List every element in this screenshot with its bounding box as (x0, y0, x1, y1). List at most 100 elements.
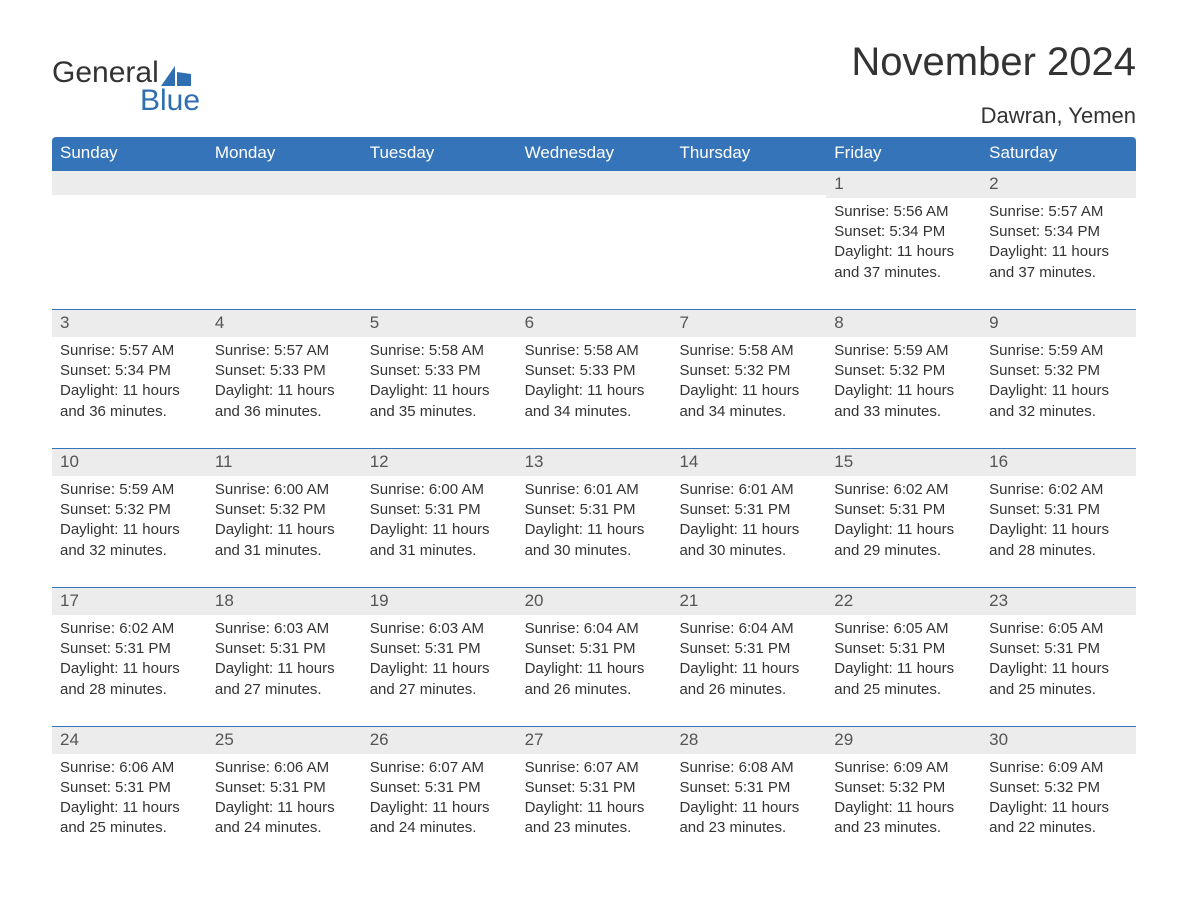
day-number (671, 171, 826, 195)
sunrise-line: Sunrise: 6:07 AM (525, 758, 664, 778)
day-body: Sunrise: 6:08 AMSunset: 5:31 PMDaylight:… (671, 754, 826, 839)
sunrise-line: Sunrise: 5:56 AM (834, 202, 973, 222)
day-number: 25 (207, 727, 362, 754)
day-cell: 3Sunrise: 5:57 AMSunset: 5:34 PMDaylight… (52, 310, 207, 448)
sunset-line: Sunset: 5:31 PM (60, 639, 199, 659)
weekday-header: Monday (207, 137, 362, 171)
day-body: Sunrise: 5:58 AMSunset: 5:33 PMDaylight:… (362, 337, 517, 422)
sunset-line: Sunset: 5:33 PM (215, 361, 354, 381)
day-cell: 15Sunrise: 6:02 AMSunset: 5:31 PMDayligh… (826, 449, 981, 587)
sunset-line: Sunset: 5:32 PM (215, 500, 354, 520)
day-number: 21 (671, 588, 826, 615)
day-cell: 23Sunrise: 6:05 AMSunset: 5:31 PMDayligh… (981, 588, 1136, 726)
daylight-line: Daylight: 11 hours and 31 minutes. (215, 520, 354, 561)
day-body: Sunrise: 5:56 AMSunset: 5:34 PMDaylight:… (826, 198, 981, 283)
daylight-line: Daylight: 11 hours and 32 minutes. (989, 381, 1128, 422)
sunrise-line: Sunrise: 5:58 AM (525, 341, 664, 361)
weekday-header: Wednesday (517, 137, 672, 171)
sunset-line: Sunset: 5:33 PM (525, 361, 664, 381)
day-cell: 8Sunrise: 5:59 AMSunset: 5:32 PMDaylight… (826, 310, 981, 448)
day-body: Sunrise: 6:07 AMSunset: 5:31 PMDaylight:… (362, 754, 517, 839)
day-number: 29 (826, 727, 981, 754)
day-cell: 24Sunrise: 6:06 AMSunset: 5:31 PMDayligh… (52, 727, 207, 865)
daylight-line: Daylight: 11 hours and 25 minutes. (989, 659, 1128, 700)
weekday-header: Thursday (671, 137, 826, 171)
daylight-line: Daylight: 11 hours and 22 minutes. (989, 798, 1128, 839)
day-cell: 22Sunrise: 6:05 AMSunset: 5:31 PMDayligh… (826, 588, 981, 726)
daylight-line: Daylight: 11 hours and 32 minutes. (60, 520, 199, 561)
daylight-line: Daylight: 11 hours and 25 minutes. (60, 798, 199, 839)
day-body: Sunrise: 5:59 AMSunset: 5:32 PMDaylight:… (52, 476, 207, 561)
sunrise-line: Sunrise: 6:06 AM (215, 758, 354, 778)
day-cell: 7Sunrise: 5:58 AMSunset: 5:32 PMDaylight… (671, 310, 826, 448)
logo: General Blue (30, 40, 200, 118)
sunset-line: Sunset: 5:31 PM (215, 639, 354, 659)
sunrise-line: Sunrise: 6:01 AM (679, 480, 818, 500)
daylight-line: Daylight: 11 hours and 26 minutes. (679, 659, 818, 700)
sunset-line: Sunset: 5:34 PM (989, 222, 1128, 242)
day-cell: 10Sunrise: 5:59 AMSunset: 5:32 PMDayligh… (52, 449, 207, 587)
day-cell: 29Sunrise: 6:09 AMSunset: 5:32 PMDayligh… (826, 727, 981, 865)
day-number: 2 (981, 171, 1136, 198)
day-number: 30 (981, 727, 1136, 754)
daylight-line: Daylight: 11 hours and 23 minutes. (834, 798, 973, 839)
week-row: 24Sunrise: 6:06 AMSunset: 5:31 PMDayligh… (52, 726, 1136, 865)
sunset-line: Sunset: 5:31 PM (215, 778, 354, 798)
sunrise-line: Sunrise: 6:06 AM (60, 758, 199, 778)
day-cell: 28Sunrise: 6:08 AMSunset: 5:31 PMDayligh… (671, 727, 826, 865)
day-cell: 17Sunrise: 6:02 AMSunset: 5:31 PMDayligh… (52, 588, 207, 726)
sunset-line: Sunset: 5:31 PM (989, 639, 1128, 659)
day-number (52, 171, 207, 195)
day-cell: 9Sunrise: 5:59 AMSunset: 5:32 PMDaylight… (981, 310, 1136, 448)
sunset-line: Sunset: 5:31 PM (525, 778, 664, 798)
day-cell: 5Sunrise: 5:58 AMSunset: 5:33 PMDaylight… (362, 310, 517, 448)
sunrise-line: Sunrise: 5:59 AM (989, 341, 1128, 361)
sunset-line: Sunset: 5:31 PM (370, 500, 509, 520)
day-body: Sunrise: 6:09 AMSunset: 5:32 PMDaylight:… (981, 754, 1136, 839)
day-cell: 2Sunrise: 5:57 AMSunset: 5:34 PMDaylight… (981, 171, 1136, 309)
day-number: 10 (52, 449, 207, 476)
daylight-line: Daylight: 11 hours and 27 minutes. (215, 659, 354, 700)
sunset-line: Sunset: 5:31 PM (834, 500, 973, 520)
day-number: 16 (981, 449, 1136, 476)
day-number: 17 (52, 588, 207, 615)
sunrise-line: Sunrise: 6:02 AM (989, 480, 1128, 500)
daylight-line: Daylight: 11 hours and 25 minutes. (834, 659, 973, 700)
sunrise-line: Sunrise: 5:59 AM (834, 341, 973, 361)
sunset-line: Sunset: 5:34 PM (60, 361, 199, 381)
day-cell (52, 171, 207, 309)
weekday-header: Sunday (52, 137, 207, 171)
sunrise-line: Sunrise: 6:01 AM (525, 480, 664, 500)
sunset-line: Sunset: 5:31 PM (60, 778, 199, 798)
day-number: 8 (826, 310, 981, 337)
weekday-header: Friday (826, 137, 981, 171)
sunrise-line: Sunrise: 6:05 AM (834, 619, 973, 639)
day-cell (207, 171, 362, 309)
day-cell: 1Sunrise: 5:56 AMSunset: 5:34 PMDaylight… (826, 171, 981, 309)
day-number: 14 (671, 449, 826, 476)
day-body: Sunrise: 6:01 AMSunset: 5:31 PMDaylight:… (671, 476, 826, 561)
day-body: Sunrise: 6:02 AMSunset: 5:31 PMDaylight:… (981, 476, 1136, 561)
day-cell (362, 171, 517, 309)
day-body: Sunrise: 6:00 AMSunset: 5:31 PMDaylight:… (362, 476, 517, 561)
sunset-line: Sunset: 5:32 PM (989, 361, 1128, 381)
sunrise-line: Sunrise: 6:08 AM (679, 758, 818, 778)
day-cell (517, 171, 672, 309)
day-number: 3 (52, 310, 207, 337)
daylight-line: Daylight: 11 hours and 24 minutes. (370, 798, 509, 839)
daylight-line: Daylight: 11 hours and 29 minutes. (834, 520, 973, 561)
sunset-line: Sunset: 5:33 PM (370, 361, 509, 381)
daylight-line: Daylight: 11 hours and 23 minutes. (679, 798, 818, 839)
sunrise-line: Sunrise: 6:09 AM (989, 758, 1128, 778)
weekday-header-row: SundayMondayTuesdayWednesdayThursdayFrid… (52, 137, 1136, 171)
day-number (517, 171, 672, 195)
sunset-line: Sunset: 5:31 PM (834, 639, 973, 659)
day-body: Sunrise: 6:05 AMSunset: 5:31 PMDaylight:… (826, 615, 981, 700)
day-cell: 16Sunrise: 6:02 AMSunset: 5:31 PMDayligh… (981, 449, 1136, 587)
sunrise-line: Sunrise: 6:02 AM (60, 619, 199, 639)
calendar: SundayMondayTuesdayWednesdayThursdayFrid… (30, 137, 1158, 865)
day-cell: 12Sunrise: 6:00 AMSunset: 5:31 PMDayligh… (362, 449, 517, 587)
sunrise-line: Sunrise: 6:00 AM (215, 480, 354, 500)
sunset-line: Sunset: 5:31 PM (525, 639, 664, 659)
sunrise-line: Sunrise: 5:57 AM (215, 341, 354, 361)
